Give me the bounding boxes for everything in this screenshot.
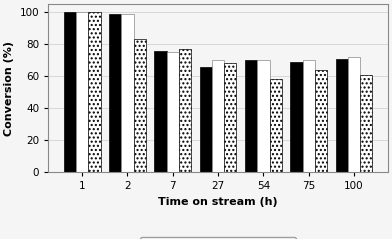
Bar [134,39,146,172]
Bar [122,14,134,172]
Bar [315,70,327,172]
Bar [224,63,236,172]
Legend: 773 K, 823K, 873K: 773 K, 823K, 873K [140,237,296,239]
Bar [88,12,100,172]
Bar [109,14,122,172]
Bar [167,52,179,172]
Bar [179,49,191,172]
Bar [154,50,167,172]
Y-axis label: Conversion (%): Conversion (%) [4,41,14,136]
Bar [270,79,282,172]
Bar [245,60,257,172]
Bar [64,12,76,172]
Bar [257,60,270,172]
Bar [303,60,315,172]
Bar [336,59,348,172]
X-axis label: Time on stream (h): Time on stream (h) [158,197,278,207]
Bar [360,75,372,172]
Bar [348,57,360,172]
Bar [212,60,224,172]
Bar [76,12,88,172]
Bar [290,62,303,172]
Bar [200,66,212,172]
